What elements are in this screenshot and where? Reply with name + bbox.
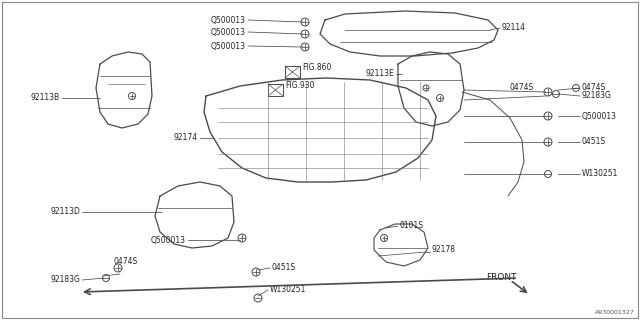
Text: 92113E: 92113E bbox=[365, 69, 394, 78]
Text: 0474S: 0474S bbox=[510, 84, 534, 92]
Text: 0474S: 0474S bbox=[114, 258, 138, 267]
Text: FRONT: FRONT bbox=[486, 274, 516, 283]
Text: 0474S: 0474S bbox=[582, 84, 606, 92]
Text: Q500013: Q500013 bbox=[211, 28, 246, 36]
Text: FIG.930: FIG.930 bbox=[285, 82, 314, 91]
Text: 92174: 92174 bbox=[174, 133, 198, 142]
Text: 92183G: 92183G bbox=[50, 276, 80, 284]
Text: 92178: 92178 bbox=[432, 245, 456, 254]
Text: W130251: W130251 bbox=[582, 170, 618, 179]
Text: 0451S: 0451S bbox=[582, 138, 606, 147]
Text: 92113B: 92113B bbox=[31, 93, 60, 102]
Text: W130251: W130251 bbox=[270, 285, 307, 294]
Text: FIG.860: FIG.860 bbox=[302, 63, 332, 73]
Text: Q500013: Q500013 bbox=[582, 111, 617, 121]
Text: 0101S: 0101S bbox=[400, 221, 424, 230]
Text: Q500013: Q500013 bbox=[211, 42, 246, 51]
Text: Q500013: Q500013 bbox=[151, 236, 186, 244]
Text: 0451S: 0451S bbox=[272, 263, 296, 273]
Text: A930001327: A930001327 bbox=[595, 310, 635, 315]
Text: 92113D: 92113D bbox=[50, 207, 80, 217]
Text: 92183G: 92183G bbox=[582, 92, 612, 100]
Text: 92114: 92114 bbox=[502, 23, 526, 33]
Text: Q500013: Q500013 bbox=[211, 15, 246, 25]
